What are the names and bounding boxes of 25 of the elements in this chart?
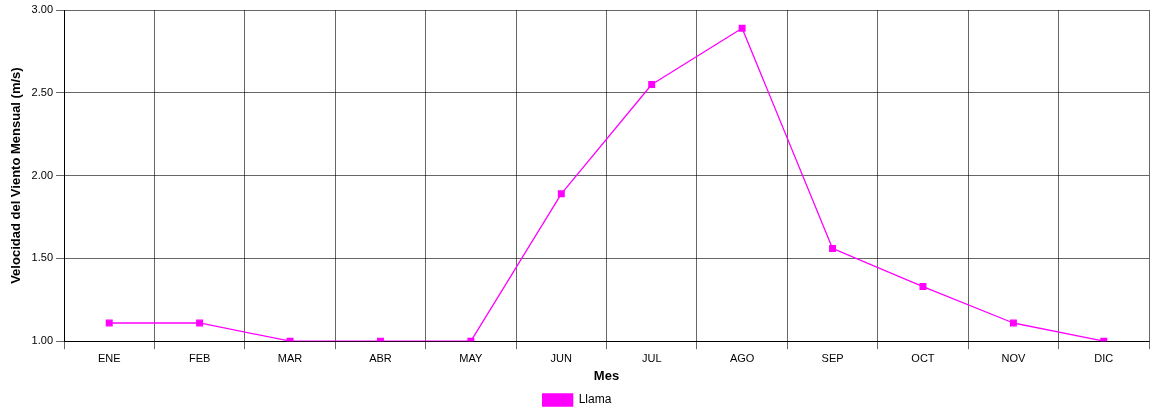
y-tick-label: 3.00 [31,3,54,16]
x-tick-label: SEP [821,351,844,364]
x-tick-label: DIC [1094,351,1114,364]
x-tick-label: ENE [97,351,121,364]
point [919,283,927,291]
x-tick-label: MAR [277,351,303,364]
point [557,190,565,198]
x-axis-title: Mes [593,367,620,383]
point [738,24,746,32]
x-tick-label: JUN [550,351,573,364]
y-tick-label: 2.50 [31,85,54,98]
x-tick-label: ABR [369,351,392,364]
x-tick-label: FEB [188,351,211,364]
x-tick-label: AGO [729,351,755,364]
legend-label: Llama [578,392,612,407]
y-axis-title: Velocidad del Viento Mensual (m/s) [8,67,24,284]
x-tick-label: MAY [459,351,484,364]
x-tick-label: OCT [911,351,935,364]
y-tick-label: 1.50 [31,251,54,264]
y-tick-label: 2.00 [31,168,54,181]
point [648,81,656,88]
point [829,244,837,252]
x-tick-label: JUL [641,351,662,364]
x-tick-label: NOV [1001,351,1026,364]
y-tick-label: 1.00 [31,334,54,347]
